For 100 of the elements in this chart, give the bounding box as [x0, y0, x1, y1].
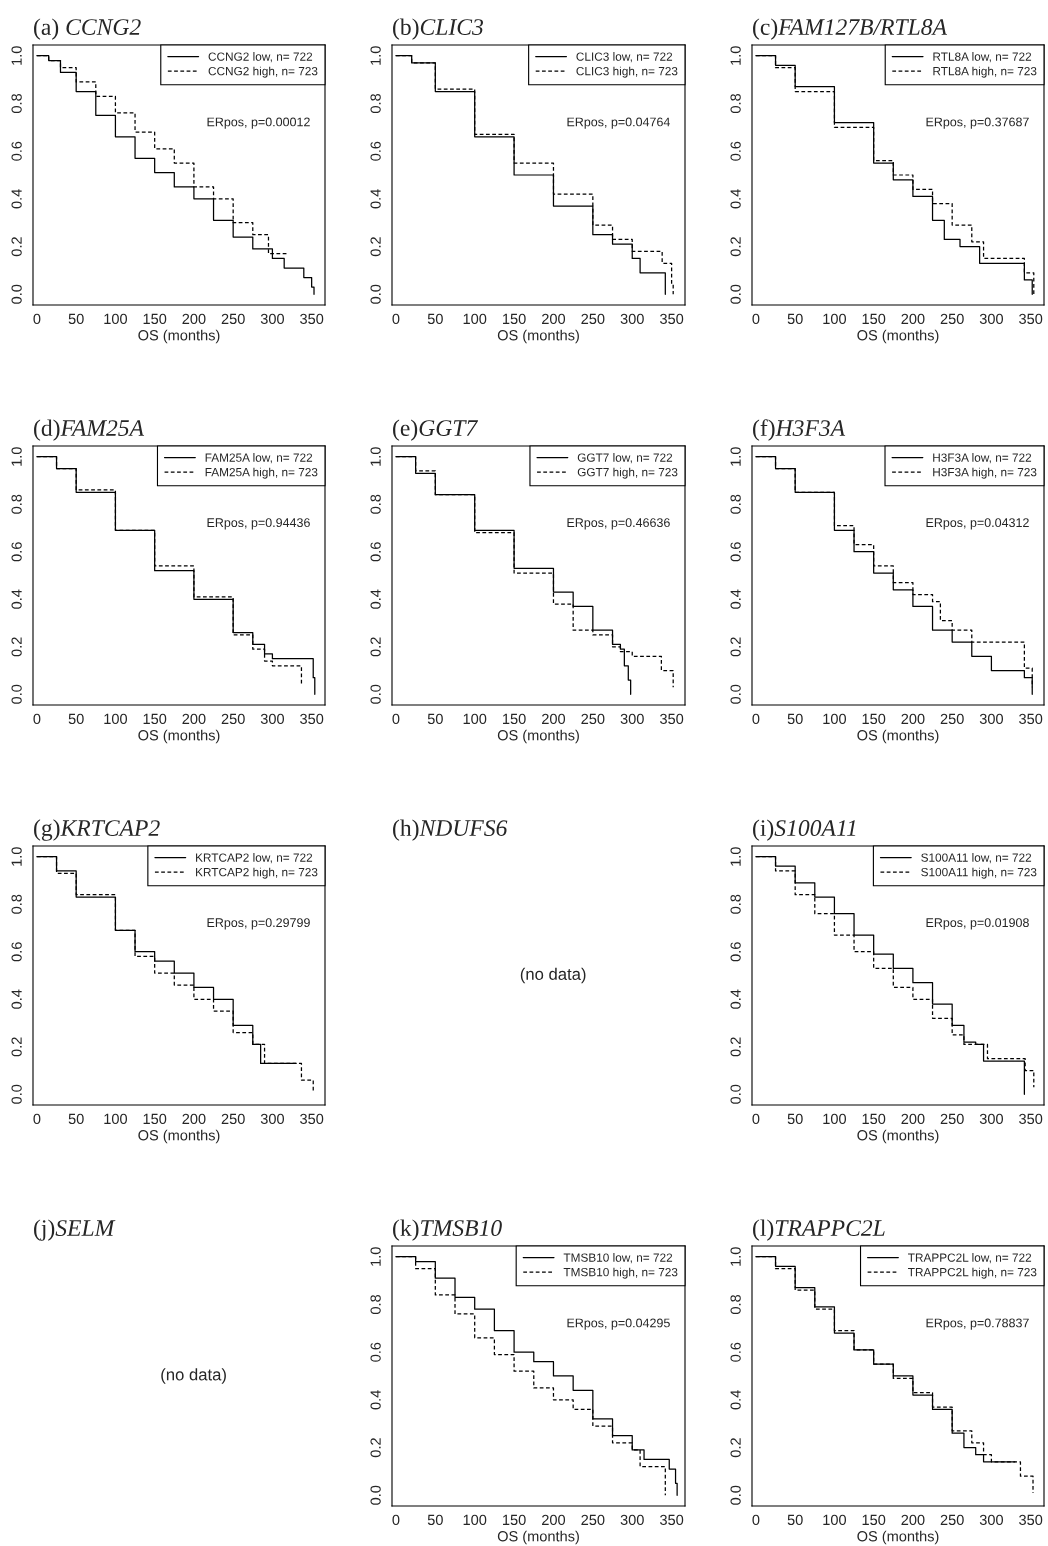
x-axis-title: OS (months) [497, 729, 579, 744]
annotation: ERpos, p=0.04312 [926, 518, 1029, 530]
y-tick-label: 0.6 [730, 1342, 741, 1362]
x-tick-label: 250 [581, 1514, 605, 1526]
chart-title: (k)TMSB10 [393, 1219, 502, 1241]
x-tick-label: 100 [104, 713, 128, 725]
x-tick-label: 350 [1019, 1113, 1043, 1125]
y-tick-label: 0.6 [730, 141, 741, 161]
x-tick-label: 250 [221, 713, 245, 725]
y-tick-label: 1.0 [730, 1247, 741, 1266]
y-tick-label: 0.4 [730, 989, 741, 1009]
y-tick-label: 0.6 [730, 542, 741, 562]
x-tick-label: 250 [940, 713, 964, 725]
y-tick-label: 1.0 [11, 447, 22, 466]
x-tick-label: 350 [300, 1113, 324, 1125]
legend-label: H3F3A low, n= 722 [933, 453, 1032, 464]
x-tick-label: 350 [660, 713, 684, 725]
chart-title: (c)FAM127B/RTL8A [753, 18, 948, 40]
y-tick-label: 1.0 [730, 46, 741, 65]
x-tick-label: 0 [33, 713, 41, 725]
x-tick-label: 0 [752, 1514, 760, 1526]
y-tick-label: 0.2 [730, 637, 741, 657]
x-tick-label: 300 [260, 1113, 285, 1125]
y-tick-label: 0.0 [11, 1084, 22, 1104]
x-tick-label: 150 [862, 713, 886, 725]
y-tick-label: 0.0 [370, 684, 381, 704]
annotation: ERpos, p=0.04295 [567, 1318, 670, 1330]
annotation: ERpos, p=0.78837 [926, 1318, 1029, 1330]
legend-label: GGT7 low, n= 722 [577, 453, 673, 464]
x-tick-label: 300 [620, 713, 644, 725]
x-tick-label: 50 [68, 713, 84, 725]
y-tick-label: 0.6 [11, 942, 22, 962]
x-tick-label: 0 [33, 313, 41, 325]
x-tick-label: 150 [503, 1514, 526, 1526]
x-tick-label: 350 [300, 313, 324, 325]
chart-title: (e)GGT7 [393, 419, 479, 441]
legend-label: CCNG2 high, n= 723 [208, 66, 318, 78]
y-tick-label: 0.8 [11, 93, 22, 114]
annotation: ERpos, p=0.94436 [207, 518, 310, 530]
legend-label: FAM25A low, n= 722 [205, 453, 313, 464]
y-tick-label: 0.6 [370, 141, 381, 161]
x-tick-label: 350 [300, 713, 324, 725]
y-tick-label: 0.2 [11, 637, 22, 657]
x-tick-label: 0 [392, 713, 400, 725]
x-tick-label: 150 [143, 313, 167, 325]
legend-label: CLIC3 low, n= 722 [576, 52, 673, 63]
x-tick-label: 250 [581, 713, 605, 725]
y-tick-label: 0.4 [370, 589, 381, 609]
x-tick-label: 350 [1019, 713, 1043, 725]
x-tick-label: 0 [392, 313, 400, 325]
x-axis-title: OS (months) [497, 329, 579, 344]
y-tick-label: 0.8 [730, 1294, 741, 1315]
chart-title: (i)S100A11 [753, 819, 856, 841]
x-tick-label: 250 [940, 313, 964, 325]
x-tick-label: 50 [427, 713, 443, 725]
chart-title: (a) CCNG2 [34, 18, 141, 40]
x-tick-label: 300 [979, 713, 1004, 725]
legend-label: TMSB10 low, n= 722 [563, 1253, 673, 1264]
x-axis-title: OS (months) [857, 1129, 939, 1144]
y-tick-label: 0.6 [730, 942, 741, 962]
x-tick-label: 100 [463, 1514, 487, 1526]
y-tick-label: 0.4 [730, 189, 741, 209]
x-tick-label: 0 [752, 1113, 760, 1125]
x-tick-label: 250 [221, 313, 245, 325]
y-tick-label: 0.6 [11, 141, 22, 161]
y-tick-label: 0.2 [730, 1037, 741, 1057]
x-tick-label: 200 [542, 313, 566, 325]
y-tick-label: 0.0 [11, 684, 22, 704]
text: (h)NDUFS6 [393, 819, 508, 841]
text: (j)SELM [34, 1219, 116, 1241]
y-tick-label: 0.2 [370, 1438, 381, 1458]
y-tick-label: 0.2 [730, 237, 741, 257]
x-tick-label: 50 [787, 1113, 803, 1125]
legend-label: CLIC3 high, n= 723 [576, 66, 678, 78]
legend-label: FAM25A high, n= 723 [205, 467, 318, 479]
annotation: ERpos, p=0.46636 [567, 518, 670, 530]
legend-label: TMSB10 high, n= 723 [563, 1267, 678, 1279]
y-tick-label: 0.4 [730, 1390, 741, 1410]
y-tick-label: 1.0 [11, 847, 22, 866]
x-tick-label: 150 [862, 1514, 886, 1526]
legend-label: H3F3A high, n= 723 [933, 467, 1037, 479]
x-tick-label: 350 [660, 313, 684, 325]
legend-label: CCNG2 low, n= 722 [208, 52, 313, 63]
y-tick-label: 0.8 [730, 894, 741, 914]
x-tick-label: 50 [787, 1514, 803, 1526]
x-tick-label: 100 [823, 1514, 847, 1526]
annotation: ERpos, p=0.04764 [567, 117, 670, 129]
y-tick-label: 0.6 [11, 542, 22, 562]
x-tick-label: 100 [823, 313, 847, 325]
legend-label: RTL8A high, n= 723 [933, 66, 1037, 78]
y-tick-label: 0.8 [730, 494, 741, 514]
y-tick-label: 0.8 [730, 93, 741, 114]
y-tick-label: 0.4 [11, 989, 22, 1009]
x-tick-label: 250 [581, 313, 605, 325]
y-tick-label: 0.0 [730, 1485, 741, 1505]
x-tick-label: 200 [542, 713, 566, 725]
x-axis-title: OS (months) [138, 329, 220, 344]
y-tick-label: 0.2 [11, 1037, 22, 1057]
text: (no data) [520, 967, 586, 984]
legend-label: S100A11 high, n= 723 [921, 867, 1037, 879]
